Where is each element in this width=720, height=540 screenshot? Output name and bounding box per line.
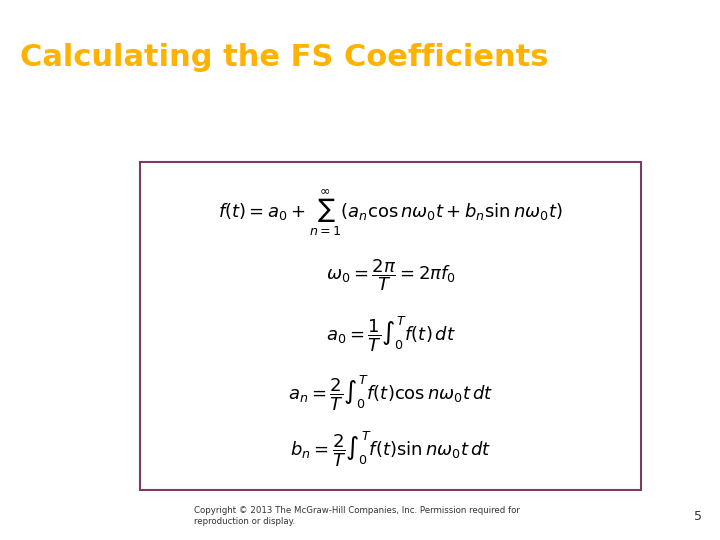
Text: $\omega_0 = \dfrac{2\pi}{T} = 2\pi f_0$: $\omega_0 = \dfrac{2\pi}{T} = 2\pi f_0$	[325, 257, 456, 293]
Text: $a_0 = \dfrac{1}{T}\int_0^{T} f(t)\, dt$: $a_0 = \dfrac{1}{T}\int_0^{T} f(t)\, dt$	[325, 315, 456, 354]
Text: Copyright © 2013 The McGraw-Hill Companies, Inc. Permission required for
reprodu: Copyright © 2013 The McGraw-Hill Compani…	[194, 505, 521, 526]
Text: $f(t) = a_0 + \sum_{n=1}^{\infty}(a_n \cos n\omega_0 t + b_n \sin n\omega_0 t)$: $f(t) = a_0 + \sum_{n=1}^{\infty}(a_n \c…	[218, 187, 563, 238]
FancyBboxPatch shape	[140, 162, 641, 490]
Text: Calculating the FS Coefficients: Calculating the FS Coefficients	[20, 43, 549, 72]
Text: $b_n = \dfrac{2}{T}\int_0^{T} f(t)\sin n\omega_0 t\, dt$: $b_n = \dfrac{2}{T}\int_0^{T} f(t)\sin n…	[290, 429, 491, 469]
Text: $a_n = \dfrac{2}{T}\int_0^{T} f(t)\cos n\omega_0 t\, dt$: $a_n = \dfrac{2}{T}\int_0^{T} f(t)\cos n…	[288, 374, 493, 413]
Text: 5: 5	[694, 510, 702, 523]
